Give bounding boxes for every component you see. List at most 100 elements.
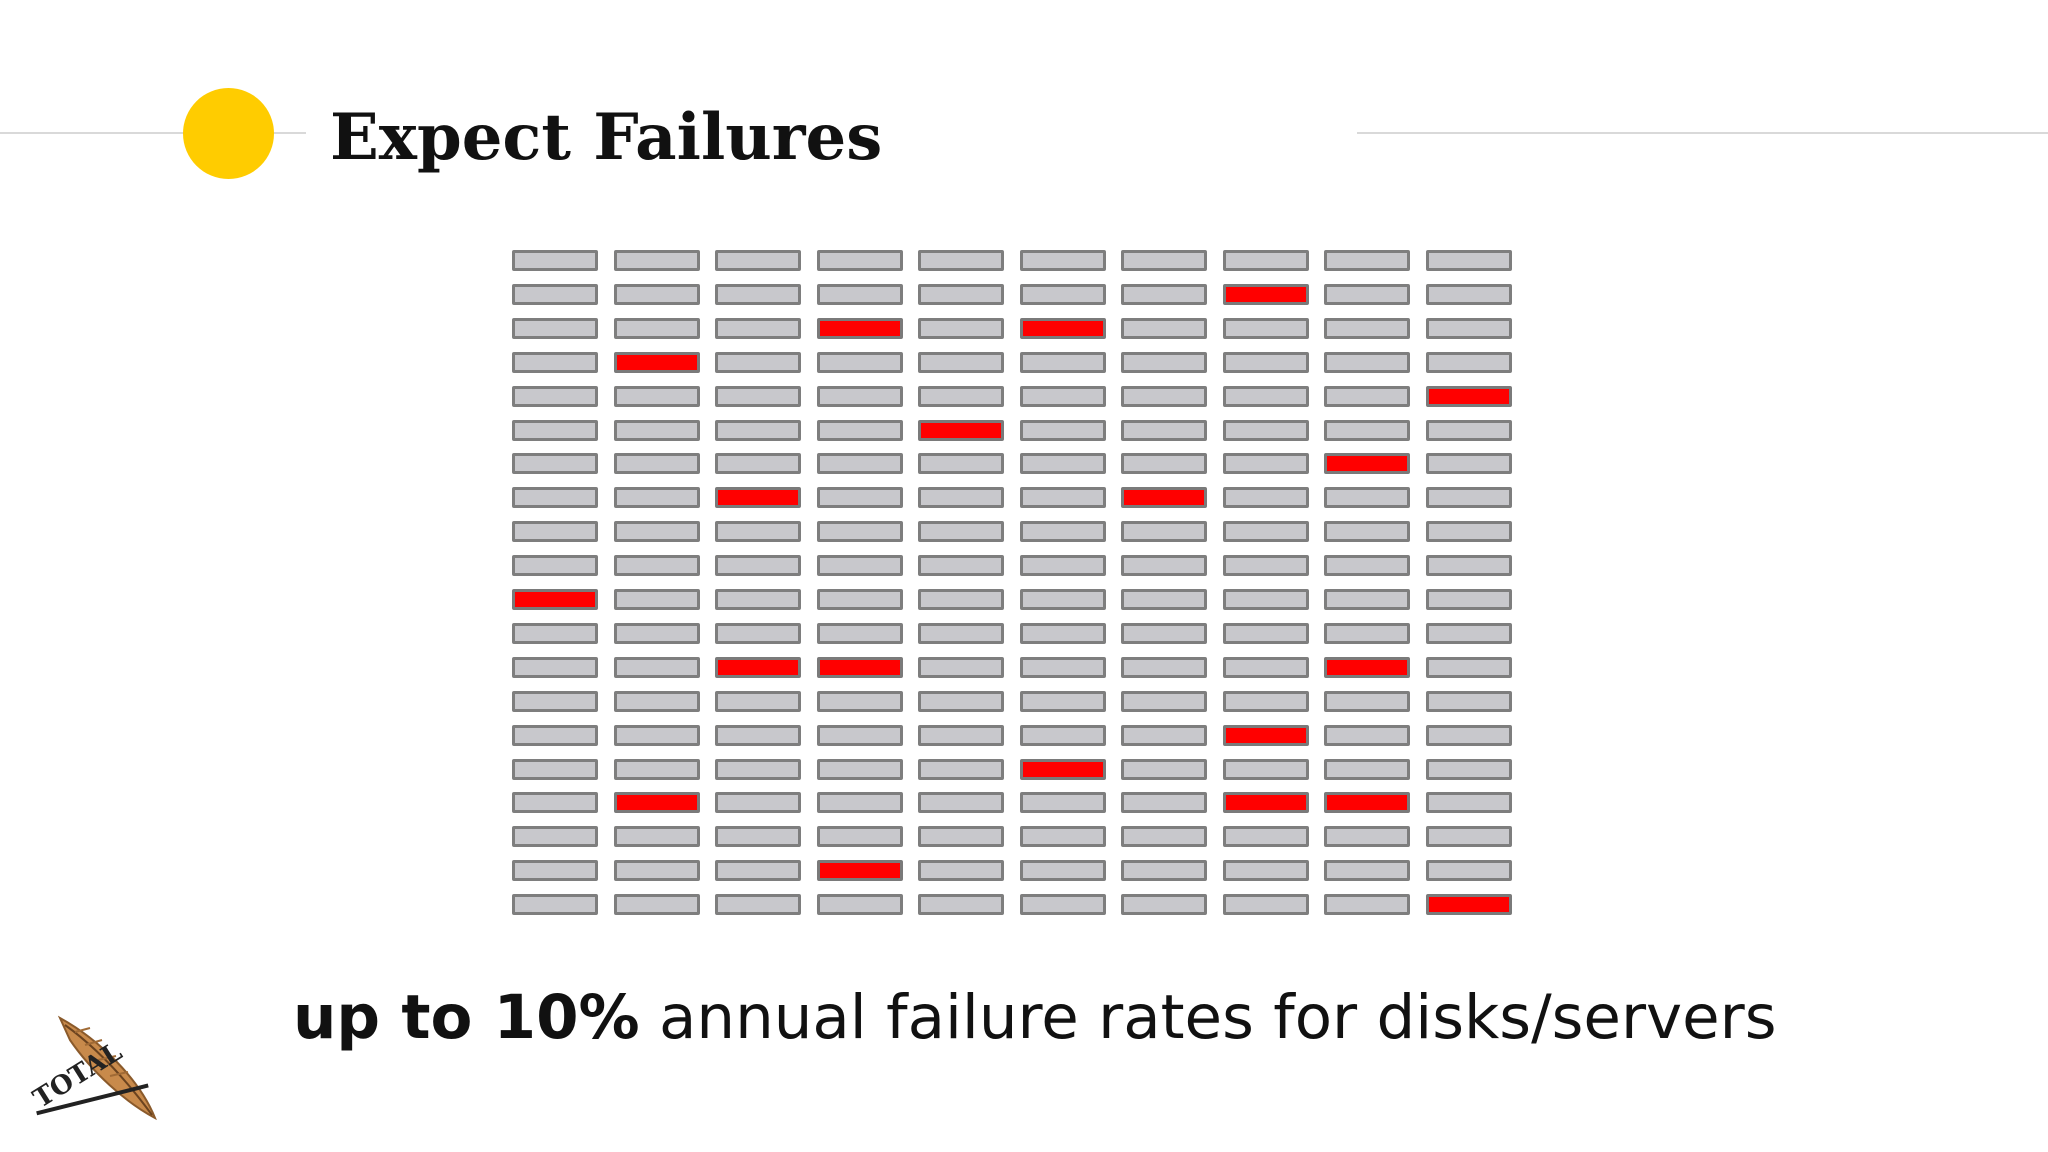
disk [614,623,700,644]
disk [614,725,700,746]
disk [1324,487,1410,508]
disk [1121,352,1207,373]
disk [614,487,700,508]
disk [1020,623,1106,644]
caption-strong: up to 10% [293,982,640,1053]
disk [1324,386,1410,407]
disk [614,894,700,915]
disk [1324,691,1410,712]
disk [1426,792,1512,813]
disk [817,589,903,610]
caption-rest: annual failure rates for disks/servers [639,982,1777,1053]
disk [1020,250,1106,271]
disk [1426,453,1512,474]
failed-disk [1223,792,1309,813]
disk [918,860,1004,881]
disk [918,386,1004,407]
disk [1324,759,1410,780]
disk [817,352,903,373]
disk [1020,657,1106,678]
disk [1223,826,1309,847]
disk [817,386,903,407]
disk [918,589,1004,610]
disk [817,894,903,915]
disk [1426,352,1512,373]
disk [1426,318,1512,339]
disk [1121,623,1207,644]
disk [918,250,1004,271]
disk [1324,826,1410,847]
disk [817,826,903,847]
disk [1426,691,1512,712]
disk [918,555,1004,576]
disk [1223,250,1309,271]
disk [715,623,801,644]
slide-caption: up to 10% annual failure rates for disks… [293,978,1777,1058]
disk [1020,521,1106,542]
disk [512,860,598,881]
disk [512,894,598,915]
disk [1020,860,1106,881]
disk [1121,657,1207,678]
disk [715,860,801,881]
disk [1121,589,1207,610]
disk [1121,521,1207,542]
disk [512,826,598,847]
disk [1121,725,1207,746]
disk [1426,826,1512,847]
failed-disk [1324,453,1410,474]
disk [918,657,1004,678]
failed-disk [1426,386,1512,407]
disk [1223,860,1309,881]
disk [817,453,903,474]
disk [918,691,1004,712]
disk [1020,555,1106,576]
disk [715,894,801,915]
disk [1020,284,1106,305]
disk [512,521,598,542]
disk [1121,453,1207,474]
disk [1121,250,1207,271]
disk [817,725,903,746]
disk [1121,792,1207,813]
disk [512,453,598,474]
disk [715,420,801,441]
disk [512,725,598,746]
disk [614,826,700,847]
disk [918,453,1004,474]
disk [1020,792,1106,813]
disk [1426,250,1512,271]
disk [1020,725,1106,746]
disk [1324,318,1410,339]
disk [1020,352,1106,373]
disk [1020,691,1106,712]
disk [1223,555,1309,576]
disk [512,792,598,813]
disk [715,352,801,373]
disk [1121,420,1207,441]
disk [1223,623,1309,644]
disk [817,759,903,780]
disk [512,352,598,373]
disk [1121,759,1207,780]
disk [918,623,1004,644]
disk [512,691,598,712]
failed-disk [1121,487,1207,508]
disk [715,759,801,780]
disk [817,792,903,813]
disk [512,420,598,441]
disk [614,284,700,305]
disk [1121,691,1207,712]
disk [1324,725,1410,746]
disk [817,691,903,712]
disk [1426,284,1512,305]
disk [1020,826,1106,847]
disk [1223,521,1309,542]
disk [1223,487,1309,508]
disk [1020,386,1106,407]
disk [1426,623,1512,644]
disk [512,284,598,305]
failed-disk [715,657,801,678]
disk [1426,420,1512,441]
disk [1324,420,1410,441]
